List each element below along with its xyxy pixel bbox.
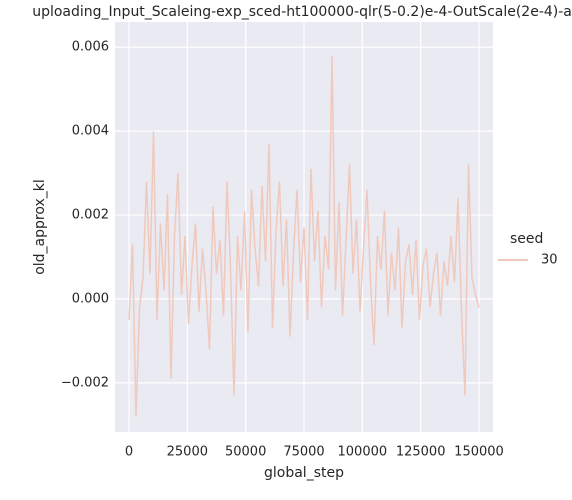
y-tick-label: −0.002 — [61, 375, 109, 390]
line — [128, 55, 480, 417]
x-tick-label: 25000 — [167, 445, 208, 460]
y-tick-label: 0.006 — [72, 40, 109, 55]
x-tick-label: 50000 — [225, 445, 266, 460]
y-tick-label: 0.004 — [72, 124, 109, 139]
x-tick-label: 150000 — [454, 445, 504, 460]
x-tick-label: 0 — [125, 445, 133, 460]
legend-label: 30 — [541, 253, 558, 268]
legend-title: seed — [510, 231, 543, 247]
x-tick-label: 75000 — [283, 445, 324, 460]
y-axis-label: old_approx_kl — [32, 179, 48, 275]
x-tick-label: 100000 — [338, 445, 388, 460]
y-tick-label: 0.000 — [72, 291, 109, 306]
y-tick-label: 0.002 — [72, 208, 109, 223]
x-axis-label: global_step — [264, 465, 344, 481]
chart-title: uploading_Input_Scaleing-exp_sced-ht1000… — [32, 4, 572, 20]
x-tick-label: 125000 — [396, 445, 446, 460]
